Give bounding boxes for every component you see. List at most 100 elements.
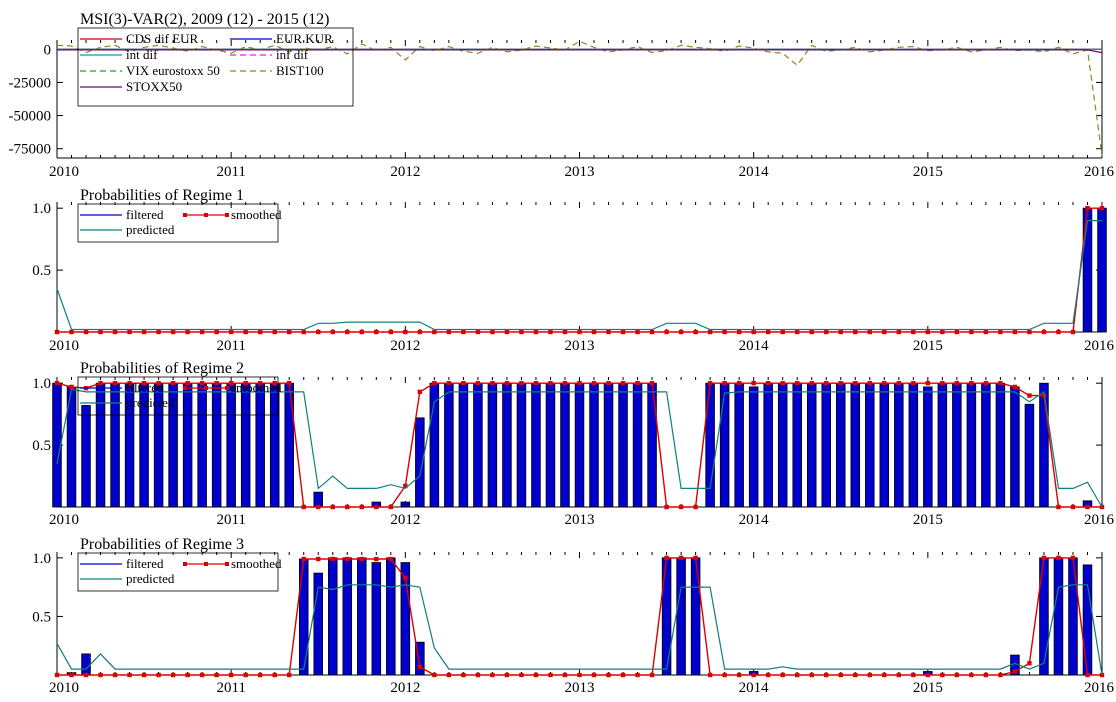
bar-filtered [1082, 564, 1093, 676]
point-smoothed [853, 380, 858, 386]
bar-filtered [81, 653, 91, 676]
point-smoothed [359, 556, 364, 562]
point-smoothed [940, 380, 945, 386]
point-smoothed [272, 329, 277, 335]
point-smoothed [127, 380, 132, 386]
point-smoothed [359, 504, 364, 510]
bar-filtered [313, 572, 324, 676]
point-smoothed [287, 672, 292, 678]
point-smoothed [533, 329, 539, 335]
point-smoothed [795, 672, 800, 678]
point-smoothed [199, 672, 205, 678]
x-tick-label: 2012 [390, 512, 420, 528]
point-smoothed [707, 380, 713, 386]
point-smoothed [98, 380, 103, 386]
point-smoothed [795, 329, 800, 335]
chart-title: Probabilities of Regime 1 [80, 187, 244, 204]
legend-marker [183, 562, 187, 566]
legend-box [77, 376, 279, 416]
point-smoothed [69, 384, 74, 390]
x-tick-label: 2012 [390, 680, 420, 696]
legend: filtered smoothed predicted [77, 203, 282, 243]
point-smoothed [475, 329, 481, 335]
point-smoothed [83, 672, 89, 678]
legend-label: filtered [126, 207, 164, 222]
bar-filtered [545, 382, 556, 508]
bar-filtered [516, 382, 527, 508]
point-smoothed [504, 672, 510, 678]
point-smoothed [504, 329, 510, 335]
x-tick-label: 2013 [565, 512, 595, 528]
point-smoothed [548, 380, 553, 386]
point-smoothed [925, 380, 931, 386]
point-smoothed [170, 329, 176, 335]
point-smoothed [446, 329, 452, 335]
point-smoothed [54, 380, 60, 386]
point-smoothed [112, 672, 118, 678]
legend-marker [183, 386, 187, 390]
point-smoothed [127, 672, 132, 678]
point-smoothed [969, 380, 974, 386]
point-smoothed [330, 329, 335, 335]
y-tick-label: -25000 [9, 75, 52, 91]
point-smoothed [301, 329, 306, 335]
point-smoothed [141, 380, 147, 386]
point-smoothed [403, 575, 408, 580]
legend: CDS dif EUR EUR KUR int dif inf dif VIX euro… [77, 27, 354, 107]
point-smoothed [432, 380, 437, 386]
point-smoothed [316, 556, 321, 562]
point-smoothed [533, 672, 539, 678]
point-smoothed [1070, 504, 1076, 510]
bar-filtered [719, 382, 730, 508]
point-smoothed [403, 329, 408, 335]
point-smoothed [925, 329, 931, 335]
point-smoothed [1070, 329, 1076, 335]
point-smoothed [809, 672, 814, 678]
point-smoothed [736, 380, 742, 386]
point-smoothed [69, 329, 74, 335]
point-smoothed [461, 380, 466, 386]
bar-filtered [748, 386, 759, 508]
bar-filtered [1024, 403, 1035, 508]
bar-filtered [879, 382, 890, 508]
point-smoothed [185, 672, 190, 678]
chart-title: MSI(3)-VAR(2), 2009 (12) - 2015 (12) [80, 11, 329, 28]
point-smoothed [301, 556, 306, 562]
point-smoothed [490, 380, 495, 386]
x-tick-label: 2015 [913, 680, 943, 696]
point-smoothed [417, 664, 423, 669]
x-tick-label: 2011 [216, 512, 245, 528]
bar-filtered [255, 382, 265, 508]
point-smoothed [1012, 384, 1018, 390]
bar-filtered [894, 382, 904, 508]
bar-filtered [1010, 386, 1020, 508]
bar-filtered [603, 382, 614, 508]
bar-filtered [240, 382, 251, 508]
point-smoothed [707, 672, 713, 678]
point-smoothed [722, 380, 727, 386]
point-smoothed [461, 329, 466, 335]
bar-filtered [81, 405, 91, 508]
y-tick-label: -75000 [9, 142, 52, 158]
point-smoothed [867, 329, 872, 335]
point-smoothed [519, 672, 524, 678]
point-smoothed [620, 672, 626, 678]
bar-filtered [197, 382, 207, 508]
legend-label: BIST100 [276, 63, 324, 78]
point-smoothed [562, 672, 568, 678]
point-smoothed [330, 556, 335, 562]
bar-filtered [487, 382, 498, 508]
point-smoothed [69, 672, 74, 678]
point-smoothed [911, 329, 916, 335]
point-smoothed [490, 672, 495, 678]
point-smoothed [940, 329, 945, 335]
bar-filtered [1068, 557, 1078, 676]
legend-marker [204, 213, 208, 217]
point-smoothed [664, 504, 669, 510]
point-smoothed [388, 504, 394, 510]
point-smoothed [882, 380, 887, 386]
point-smoothed [257, 672, 263, 678]
point-smoothed [1085, 504, 1090, 510]
point-smoothed [127, 329, 132, 335]
